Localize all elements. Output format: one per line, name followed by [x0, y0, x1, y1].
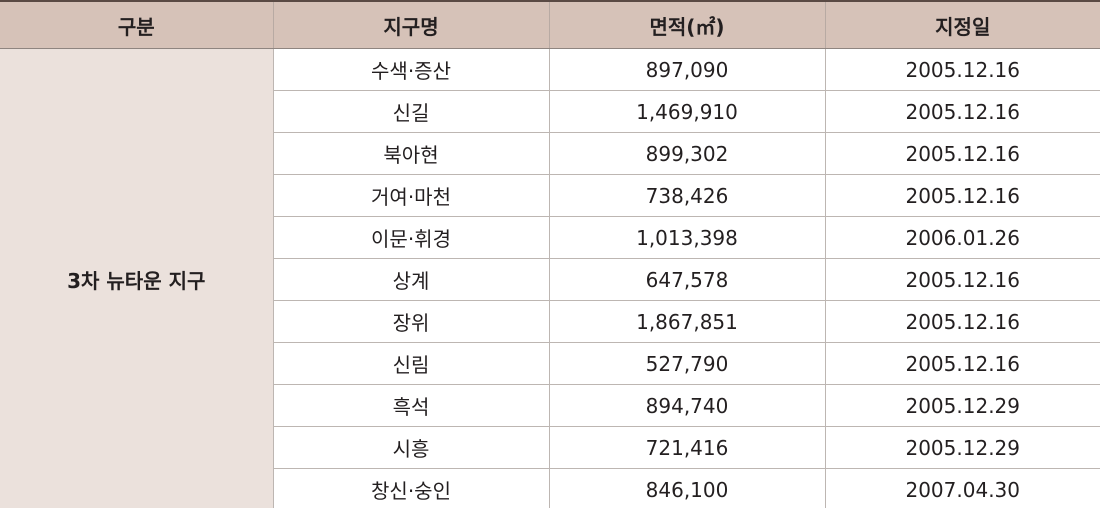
district-cell: 신길 — [272, 90, 549, 133]
date-cell: 2007.04.30 — [824, 468, 1100, 508]
date-cell: 2005.12.29 — [824, 384, 1100, 427]
table-row: 창신·숭인 846,100 2007.04.30 — [0, 468, 1100, 508]
date-cell: 2005.12.29 — [824, 426, 1100, 469]
district-cell: 북아현 — [272, 132, 549, 175]
table-row: 신길 1,469,910 2005.12.16 — [0, 90, 1100, 133]
table-row: 이문·휘경 1,013,398 2006.01.26 — [0, 216, 1100, 259]
area-cell: 647,578 — [548, 258, 825, 301]
area-cell: 846,100 — [548, 468, 825, 508]
district-cell: 시흥 — [272, 426, 549, 469]
date-cell: 2005.12.16 — [824, 90, 1100, 133]
header-area: 면적(㎡) — [548, 0, 826, 49]
date-cell: 2005.12.16 — [824, 258, 1100, 301]
district-cell: 장위 — [272, 300, 549, 343]
district-cell: 창신·숭인 — [272, 468, 549, 508]
district-cell: 수색·증산 — [272, 48, 549, 91]
date-cell: 2005.12.16 — [824, 342, 1100, 385]
date-cell: 2005.12.16 — [824, 48, 1100, 91]
area-cell: 721,416 — [548, 426, 825, 469]
header-category: 구분 — [0, 0, 274, 49]
table-header-row: 구분 지구명 면적(㎡) 지정일 — [0, 0, 1100, 49]
date-cell: 2005.12.16 — [824, 132, 1100, 175]
table-row: 흑석 894,740 2005.12.29 — [0, 384, 1100, 427]
district-cell: 거여·마천 — [272, 174, 549, 217]
area-cell: 894,740 — [548, 384, 825, 427]
table-row: 북아현 899,302 2005.12.16 — [0, 132, 1100, 175]
area-cell: 897,090 — [548, 48, 825, 91]
table-row: 신림 527,790 2005.12.16 — [0, 342, 1100, 385]
area-cell: 1,469,910 — [548, 90, 825, 133]
date-cell: 2005.12.16 — [824, 174, 1100, 217]
table-row: 장위 1,867,851 2005.12.16 — [0, 300, 1100, 343]
area-cell: 527,790 — [548, 342, 825, 385]
header-district: 지구명 — [272, 0, 550, 49]
district-cell: 이문·휘경 — [272, 216, 549, 259]
table-row: 상계 647,578 2005.12.16 — [0, 258, 1100, 301]
table-row: 시흥 721,416 2005.12.29 — [0, 426, 1100, 469]
area-cell: 899,302 — [548, 132, 825, 175]
group-label: 3차 뉴타운 지구 — [0, 48, 273, 508]
area-cell: 1,867,851 — [548, 300, 825, 343]
table-row: 3차 뉴타운 지구 수색·증산 897,090 2005.12.16 — [0, 48, 1100, 508]
district-cell: 신림 — [272, 342, 549, 385]
district-cell: 흑석 — [272, 384, 549, 427]
date-cell: 2006.01.26 — [824, 216, 1100, 259]
district-cell: 상계 — [272, 258, 549, 301]
header-date: 지정일 — [824, 0, 1100, 49]
table-row: 거여·마천 738,426 2005.12.16 — [0, 174, 1100, 217]
area-cell: 1,013,398 — [548, 216, 825, 259]
date-cell: 2005.12.16 — [824, 300, 1100, 343]
area-cell: 738,426 — [548, 174, 825, 217]
